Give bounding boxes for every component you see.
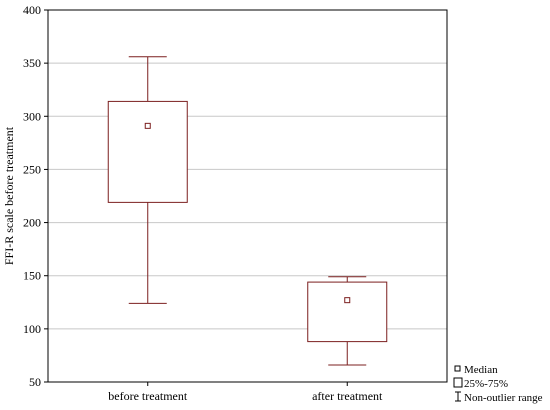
legend-box-icon — [453, 377, 463, 388]
legend-label: 25%-75% — [464, 378, 508, 390]
box-1 — [307, 276, 388, 366]
y-axis-ticks: 50 100 150 200 250 300 350 400 — [23, 3, 48, 389]
y-tick-label: 400 — [23, 3, 41, 17]
y-tick-label: 300 — [23, 109, 41, 123]
legend-whisker-icon — [455, 391, 461, 402]
x-tick-label: before treatment — [108, 389, 188, 403]
x-axis-ticks: before treatment after treatment — [108, 382, 383, 403]
median-marker — [144, 122, 151, 129]
legend-item-box: 25%-75% — [453, 377, 508, 390]
legend-label: Median — [464, 364, 498, 376]
box-0 — [107, 56, 188, 304]
legend-median-icon — [454, 365, 461, 372]
y-axis-label: FFI-R scale before treatment — [2, 126, 16, 265]
legend-label: Non-outlier range — [464, 392, 543, 404]
legend: Median 25%-75% Non-outlier range — [453, 364, 543, 404]
y-tick-label: 250 — [23, 162, 41, 176]
y-tick-label: 150 — [23, 269, 41, 283]
legend-item-whisker: Non-outlier range — [455, 391, 543, 404]
y-tick-label: 200 — [23, 216, 41, 230]
median-marker — [344, 297, 351, 304]
legend-item-median: Median — [454, 364, 498, 376]
x-tick-label: after treatment — [312, 389, 383, 403]
plot-area-frame — [47, 9, 448, 383]
iqr-box — [107, 100, 188, 203]
y-tick-label: 50 — [29, 375, 41, 389]
box-plot-series — [107, 56, 388, 366]
iqr-box — [307, 281, 388, 343]
y-tick-label: 350 — [23, 56, 41, 70]
y-tick-label: 100 — [23, 322, 41, 336]
